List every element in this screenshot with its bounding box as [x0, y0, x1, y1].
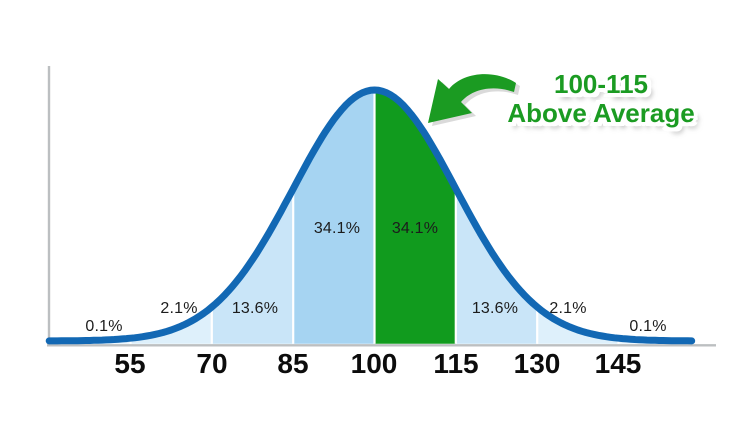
x-tick-label-130: 130 [513, 348, 561, 379]
x-tick-label-100: 100 [350, 348, 398, 379]
x-tick-label-145: 145 [594, 348, 642, 379]
segment-pct-label-left-tail: 0.1% [85, 318, 123, 335]
bell-curve-line [45, 86, 696, 345]
axes [47, 66, 716, 347]
distribution-segments [49, 90, 695, 344]
x-tick-label-55: 55 [114, 348, 146, 379]
segment-pct-label-right-tail: 0.1% [629, 318, 667, 335]
annotation-callout: 100-115 Above Average [507, 70, 694, 128]
segment-dividers [129, 92, 620, 344]
segment-pct-label-115-130: 13.6% [471, 300, 519, 317]
annotation-arrow [428, 74, 520, 126]
segment-pct-label-55-70: 2.1% [160, 300, 198, 317]
annotation-range-text: 100-115 [554, 69, 648, 99]
x-tick-label-115: 115 [433, 348, 479, 379]
curved-arrow-icon [428, 74, 516, 123]
segment-pct-label-100-115: 34.1% [391, 220, 439, 237]
segment-pct-label-130-145: 2.1% [549, 300, 587, 317]
x-tick-label-70: 70 [196, 348, 228, 379]
segment-pct-label-85-100: 34.1% [313, 220, 361, 237]
x-tick-label-85: 85 [277, 348, 309, 379]
segment-pct-label-70-85: 13.6% [231, 300, 279, 317]
annotation-label-text: Above Average [507, 98, 695, 128]
